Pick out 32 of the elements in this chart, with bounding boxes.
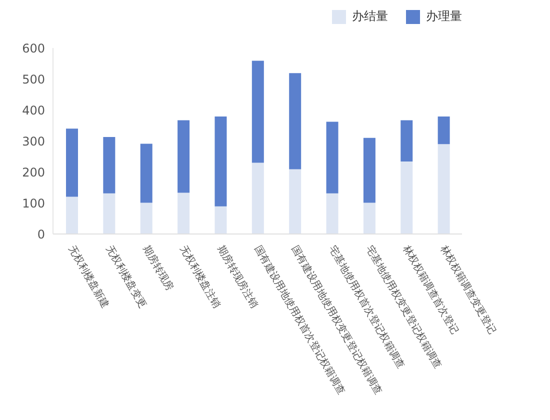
bar [178, 192, 190, 234]
bar [66, 128, 78, 197]
bar [103, 136, 116, 194]
y-tick-label: 100 [22, 196, 45, 210]
legend-label: 办结量 [351, 8, 388, 25]
bar [252, 60, 264, 163]
bar [363, 202, 376, 234]
x-tick-label: 期房转现房 [140, 244, 176, 293]
bar [214, 206, 227, 234]
bar [438, 144, 450, 234]
y-tick-label: 600 [22, 41, 45, 56]
bar [140, 144, 152, 203]
legend-label: 办理量 [425, 8, 462, 25]
bar [289, 169, 302, 234]
bar [66, 196, 78, 234]
bar [178, 120, 190, 193]
bar [400, 120, 413, 162]
y-tick-label: 500 [22, 72, 45, 86]
bar [326, 193, 338, 234]
bar [326, 122, 338, 194]
bar [289, 73, 302, 170]
bar [400, 161, 413, 234]
bar [252, 162, 264, 234]
y-tick-label: 400 [22, 103, 45, 118]
bar [140, 202, 152, 234]
y-tick-label: 200 [22, 165, 45, 180]
bar [214, 116, 227, 206]
y-tick-label: 300 [22, 134, 45, 148]
bar [363, 138, 376, 203]
bar [438, 116, 450, 144]
y-tick-label: 0 [37, 227, 45, 242]
bar [103, 193, 116, 234]
